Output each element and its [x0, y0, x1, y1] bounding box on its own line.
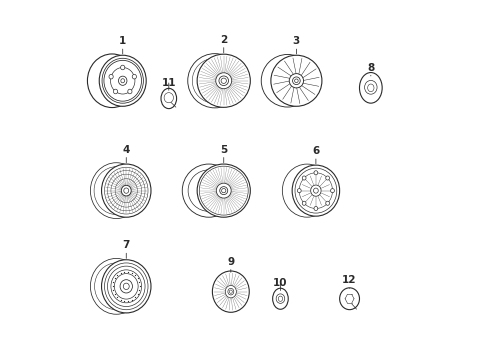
Ellipse shape — [297, 189, 301, 193]
Ellipse shape — [164, 93, 173, 103]
Ellipse shape — [121, 79, 124, 83]
Ellipse shape — [293, 77, 300, 85]
Ellipse shape — [282, 164, 332, 217]
Ellipse shape — [216, 73, 232, 89]
Ellipse shape — [278, 296, 283, 301]
Ellipse shape — [113, 89, 118, 94]
Ellipse shape — [299, 173, 333, 208]
Text: 12: 12 — [343, 275, 357, 288]
Ellipse shape — [212, 271, 249, 312]
Ellipse shape — [326, 201, 330, 205]
Ellipse shape — [123, 283, 129, 289]
Ellipse shape — [197, 164, 250, 217]
Text: 9: 9 — [227, 257, 234, 272]
Ellipse shape — [104, 60, 142, 101]
Ellipse shape — [182, 164, 235, 217]
Ellipse shape — [229, 290, 232, 293]
Ellipse shape — [219, 76, 228, 86]
Ellipse shape — [102, 58, 144, 103]
Ellipse shape — [90, 258, 142, 314]
Ellipse shape — [197, 54, 250, 107]
Text: 8: 8 — [367, 63, 374, 76]
Ellipse shape — [314, 171, 318, 175]
Text: 6: 6 — [312, 146, 319, 164]
Text: 3: 3 — [293, 36, 300, 54]
Ellipse shape — [124, 188, 129, 193]
Ellipse shape — [289, 73, 303, 88]
Ellipse shape — [314, 188, 318, 193]
Ellipse shape — [101, 164, 151, 217]
Text: 11: 11 — [162, 78, 176, 90]
Ellipse shape — [101, 260, 151, 313]
Ellipse shape — [121, 65, 125, 70]
Ellipse shape — [120, 280, 132, 293]
Ellipse shape — [368, 84, 374, 92]
Ellipse shape — [271, 55, 322, 106]
Ellipse shape — [365, 80, 377, 94]
Ellipse shape — [295, 168, 337, 213]
Ellipse shape — [114, 274, 138, 299]
Ellipse shape — [199, 166, 248, 215]
Text: 7: 7 — [122, 240, 130, 258]
Text: 10: 10 — [273, 278, 288, 291]
Ellipse shape — [360, 72, 382, 103]
Ellipse shape — [87, 54, 137, 108]
Ellipse shape — [188, 170, 230, 211]
Ellipse shape — [314, 206, 318, 211]
Ellipse shape — [111, 270, 142, 303]
Text: 2: 2 — [220, 35, 227, 53]
Ellipse shape — [104, 263, 148, 310]
Ellipse shape — [294, 79, 298, 82]
Ellipse shape — [261, 54, 314, 107]
Text: 1: 1 — [119, 36, 126, 54]
Ellipse shape — [331, 189, 334, 193]
Ellipse shape — [311, 185, 321, 196]
Ellipse shape — [276, 294, 285, 303]
Ellipse shape — [216, 183, 231, 198]
Ellipse shape — [107, 266, 145, 306]
Ellipse shape — [122, 185, 131, 196]
Ellipse shape — [161, 88, 176, 109]
Text: 4: 4 — [122, 145, 130, 163]
Ellipse shape — [94, 167, 139, 215]
Ellipse shape — [302, 201, 306, 205]
Ellipse shape — [128, 89, 132, 94]
Ellipse shape — [109, 75, 113, 79]
Ellipse shape — [95, 263, 138, 310]
Ellipse shape — [302, 176, 306, 180]
Ellipse shape — [221, 189, 226, 193]
Ellipse shape — [272, 288, 288, 309]
Ellipse shape — [188, 54, 242, 108]
Ellipse shape — [221, 78, 226, 84]
Ellipse shape — [225, 285, 236, 298]
Ellipse shape — [192, 58, 238, 103]
Ellipse shape — [99, 55, 146, 106]
Ellipse shape — [104, 167, 148, 214]
Text: 5: 5 — [220, 145, 227, 163]
Ellipse shape — [292, 165, 340, 216]
Ellipse shape — [228, 288, 234, 295]
Ellipse shape — [119, 76, 127, 85]
Ellipse shape — [220, 186, 228, 195]
Ellipse shape — [90, 163, 142, 219]
Ellipse shape — [111, 67, 135, 94]
Ellipse shape — [340, 288, 360, 310]
Ellipse shape — [132, 75, 136, 79]
Ellipse shape — [326, 176, 330, 180]
